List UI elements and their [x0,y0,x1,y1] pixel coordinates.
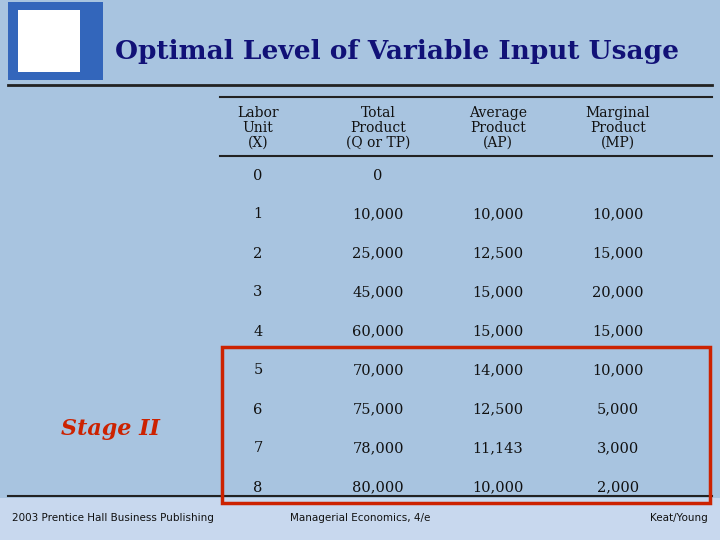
Text: (AP): (AP) [483,136,513,150]
Text: 2: 2 [253,246,263,260]
Bar [18,10,80,72]
Bar [0,498,720,540]
Bar [8,2,103,80]
Text: 75,000: 75,000 [352,402,404,416]
Text: Product: Product [470,121,526,135]
Text: 0: 0 [373,168,383,183]
Text: 60,000: 60,000 [352,325,404,339]
Text: Marginal: Marginal [585,106,650,120]
Text: Labor: Labor [237,106,279,120]
Bar [222,347,710,503]
Text: 15,000: 15,000 [593,325,644,339]
Text: 15,000: 15,000 [593,246,644,260]
Text: 80,000: 80,000 [352,481,404,495]
Text: 45,000: 45,000 [352,286,404,300]
Text: Keat/Young: Keat/Young [650,513,708,523]
Text: Managerial Economics, 4/e: Managerial Economics, 4/e [290,513,430,523]
Text: 10,000: 10,000 [593,207,644,221]
Text: 70,000: 70,000 [352,363,404,377]
Text: Optimal Level of Variable Input Usage: Optimal Level of Variable Input Usage [115,39,679,64]
Text: Product: Product [350,121,406,135]
Text: Total: Total [361,106,395,120]
Text: Stage II: Stage II [60,418,159,440]
Text: 12,500: 12,500 [472,246,523,260]
Text: 2003 Prentice Hall Business Publishing: 2003 Prentice Hall Business Publishing [12,513,214,523]
Text: Unit: Unit [243,121,274,135]
Text: 10,000: 10,000 [352,207,404,221]
Text: (Q or TP): (Q or TP) [346,136,410,150]
Text: 5,000: 5,000 [597,402,639,416]
Text: 3: 3 [253,286,263,300]
Text: (X): (X) [248,136,269,150]
Text: 7: 7 [253,442,263,456]
Text: 1: 1 [253,207,263,221]
Text: 25,000: 25,000 [352,246,404,260]
Text: 4: 4 [253,325,263,339]
Text: 3,000: 3,000 [597,442,639,456]
Text: 12,500: 12,500 [472,402,523,416]
Text: 15,000: 15,000 [472,286,523,300]
Text: (MP): (MP) [601,136,635,150]
Text: 14,000: 14,000 [472,363,523,377]
Text: 5: 5 [253,363,263,377]
Text: 20,000: 20,000 [593,286,644,300]
Text: 78,000: 78,000 [352,442,404,456]
Text: 8: 8 [253,481,263,495]
Text: Average: Average [469,106,527,120]
Text: 10,000: 10,000 [472,207,523,221]
Text: 2,000: 2,000 [597,481,639,495]
Text: 6: 6 [253,402,263,416]
Text: 0: 0 [253,168,263,183]
Text: Product: Product [590,121,646,135]
Text: 11,143: 11,143 [472,442,523,456]
Text: 15,000: 15,000 [472,325,523,339]
Text: 10,000: 10,000 [472,481,523,495]
Text: 10,000: 10,000 [593,363,644,377]
